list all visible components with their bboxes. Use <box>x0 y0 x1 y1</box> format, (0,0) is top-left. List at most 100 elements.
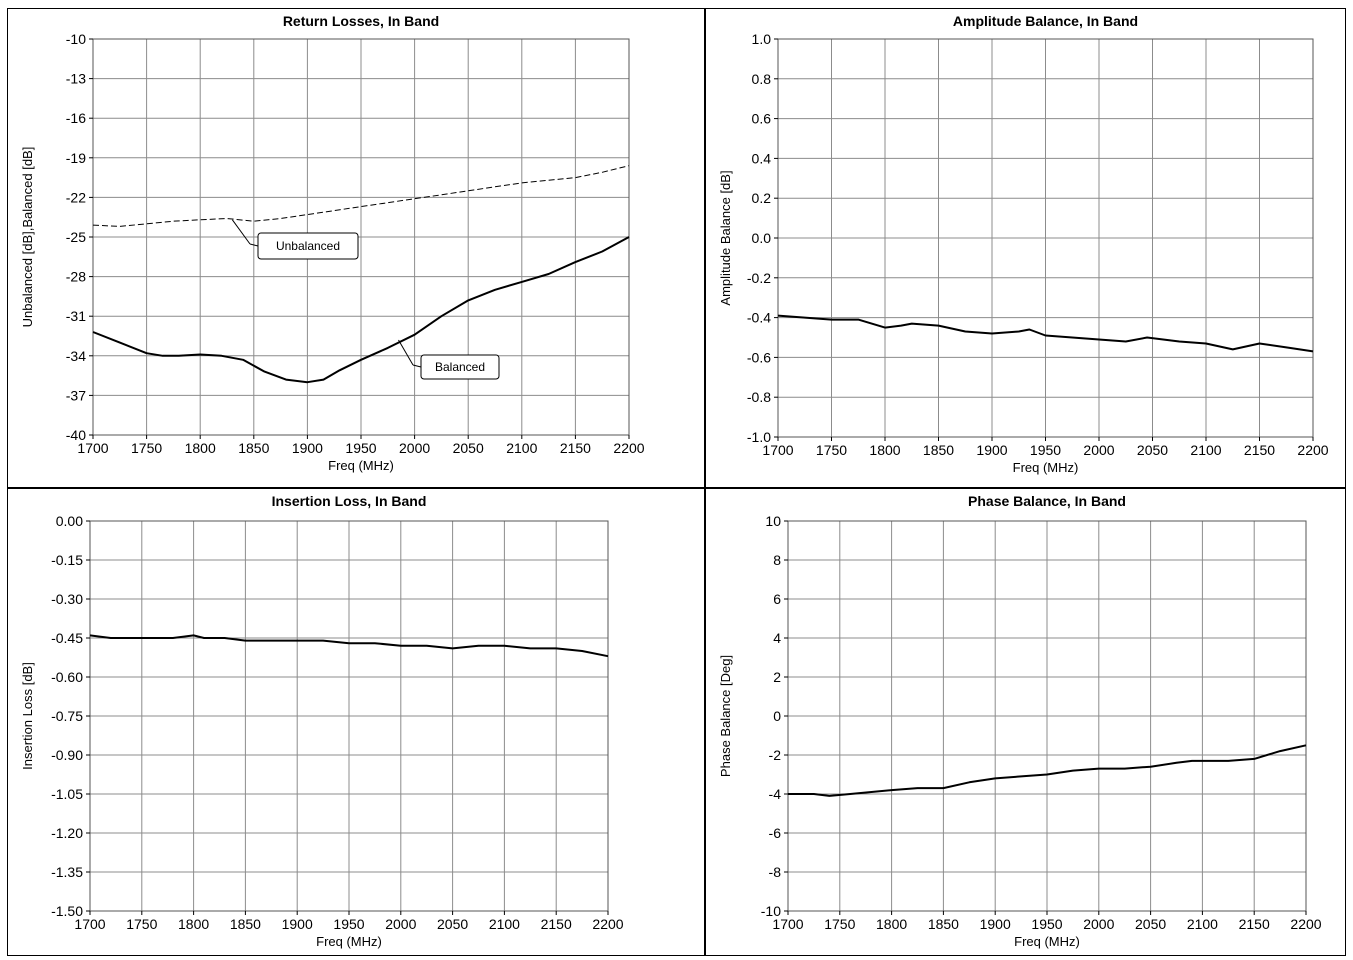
insertion-loss-y-tick-label: -1.20 <box>51 825 83 841</box>
amplitude-balance-x-tick-label: 1900 <box>976 442 1007 458</box>
return-losses-title: Return Losses, In Band <box>283 13 439 29</box>
return-losses-y-tick-label: -31 <box>66 308 86 324</box>
return-losses-x-tick-label: 1950 <box>345 440 376 456</box>
phase-balance-y-tick-label: 8 <box>773 552 781 568</box>
amplitude-balance-x-tick-label: 1800 <box>869 442 900 458</box>
return-losses-grid <box>92 38 630 436</box>
return-losses-y-tick-label: -13 <box>66 71 86 87</box>
callout-text: Unbalanced <box>276 239 340 253</box>
return-losses-y-tick-label: -40 <box>66 427 86 443</box>
insertion-loss-y-tick-label: -0.90 <box>51 747 83 763</box>
phase-balance-y-tick-label: 6 <box>773 591 781 607</box>
phase-balance-y-tick-label: -2 <box>769 747 782 763</box>
callout-leader <box>231 219 251 245</box>
phase-balance-title: Phase Balance, In Band <box>968 493 1126 509</box>
insertion-loss-y-tick-label: -0.15 <box>51 552 83 568</box>
phase-balance-series-line <box>788 744 1307 797</box>
return-losses-y-tick-label: -28 <box>66 269 86 285</box>
amplitude-balance-x-tick-label: 2100 <box>1190 442 1221 458</box>
insertion-loss-grid <box>89 520 609 912</box>
callout-box <box>257 232 359 260</box>
phase-balance-y-tick-label: -6 <box>769 825 782 841</box>
phase-balance-y-tick-label: 4 <box>773 630 781 646</box>
insertion-loss-y-tick-label: -0.75 <box>51 708 83 724</box>
amplitude-balance-y-tick-label: 0.2 <box>752 190 772 206</box>
phase-balance-x-tick-label: 2050 <box>1135 916 1166 932</box>
return-losses-y-tick-label: -37 <box>66 387 86 403</box>
insertion-loss-x-tick-label: 1950 <box>333 916 364 932</box>
phase-balance-x-tick-label: 2200 <box>1290 916 1321 932</box>
return-losses-x-tick-label: 2100 <box>506 440 537 456</box>
phase-balance-x-tick-label: 2150 <box>1239 916 1270 932</box>
return-losses-chart: Return Losses, In Band 1700 1750 1800 1850 19… <box>20 13 645 473</box>
return-losses-x-tick-label: 1800 <box>185 440 216 456</box>
insertion-loss-x-tick-label: 2000 <box>385 916 416 932</box>
amplitude-balance-x-tick-label: 1850 <box>923 442 954 458</box>
amplitude-balance-x-tick-label: 2050 <box>1137 442 1168 458</box>
phase-balance-y-tick-label: 0 <box>773 708 781 724</box>
phase-balance-grid <box>787 520 1307 912</box>
return-losses-y-axis-label: Unbalanced [dB],Balanced [dB] <box>20 147 35 328</box>
insertion-loss-x-tick-label: 1900 <box>282 916 313 932</box>
callout-leader <box>398 339 414 366</box>
phase-balance-x-tick-label: 2100 <box>1187 916 1218 932</box>
phase-balance-x-tick-label: 1700 <box>772 916 803 932</box>
return-losses-x-tick-label: 1750 <box>131 440 162 456</box>
phase-balance-x-tick-label: 1900 <box>980 916 1011 932</box>
amplitude-balance-x-axis-label: Freq (MHz) <box>1013 460 1079 475</box>
phase-balance-y-tick-label: -10 <box>761 903 781 919</box>
insertion-loss-x-tick-label: 2050 <box>437 916 468 932</box>
insertion-loss-y-tick-label: -1.35 <box>51 864 83 880</box>
insertion-loss-x-tick-label: 1750 <box>126 916 157 932</box>
amplitude-balance-x-tick-label: 1750 <box>816 442 847 458</box>
phase-balance-y-tick-label: -8 <box>769 864 782 880</box>
phase-balance-x-tick-label: 2000 <box>1083 916 1114 932</box>
amplitude-balance-y-tick-label: 0.6 <box>752 111 772 127</box>
phase-balance-y-tick-label: 2 <box>773 669 781 685</box>
return-losses-series-line-balanced <box>92 236 630 384</box>
callout-text: Balanced <box>435 360 485 374</box>
amplitude-balance-y-tick-label: -0.2 <box>747 270 771 286</box>
amplitude-balance-y-tick-label: 0.4 <box>752 150 772 166</box>
callout-leader <box>249 243 259 247</box>
return-losses-y-tick-label: -16 <box>66 110 86 126</box>
insertion-loss-x-axis-label: Freq (MHz) <box>316 934 382 949</box>
amplitude-balance-x-tick-label: 2200 <box>1297 442 1328 458</box>
phase-balance-y-tick-label: 10 <box>765 513 781 529</box>
amplitude-balance-grid <box>777 38 1314 438</box>
insertion-loss-x-tick-label: 1800 <box>178 916 209 932</box>
insertion-loss-y-axis-label: Insertion Loss [dB] <box>20 662 35 770</box>
amplitude-balance-title: Amplitude Balance, In Band <box>953 13 1138 29</box>
amplitude-balance-series-line <box>777 314 1314 353</box>
phase-balance-panel: Phase Balance, In Band 1700 1750 1800 1850 19… <box>705 488 1346 956</box>
amplitude-balance-chart: Amplitude Balance, In Band 1700 1750 1800 18… <box>718 13 1329 475</box>
return-losses-y-tick-label: -10 <box>66 31 86 47</box>
amplitude-balance-panel: Amplitude Balance, In Band 1700 1750 1800 18… <box>705 8 1346 488</box>
amplitude-balance-x-tick-label: 2150 <box>1244 442 1275 458</box>
amplitude-balance-x-tick-label: 2000 <box>1083 442 1114 458</box>
insertion-loss-y-tick-label: -0.60 <box>51 669 83 685</box>
callout-leader <box>412 364 422 368</box>
callout-balanced: Balanced <box>398 339 500 380</box>
phase-balance-chart: Phase Balance, In Band 1700 1750 1800 1850 19… <box>718 493 1322 949</box>
phase-balance-x-tick-label: 1850 <box>928 916 959 932</box>
return-losses-y-tick-label: -19 <box>66 150 86 166</box>
return-losses-x-tick-label: 1700 <box>77 440 108 456</box>
return-losses-y-tick-label: -22 <box>66 189 86 205</box>
amplitude-balance-y-tick-label: 0.8 <box>752 71 772 87</box>
return-losses-panel: Return Losses, In Band 1700 1750 1800 1850 19… <box>7 8 705 488</box>
return-losses-x-tick-label: 1850 <box>238 440 269 456</box>
phase-balance-x-tick-label: 1950 <box>1031 916 1062 932</box>
callout-box <box>420 354 500 380</box>
phase-balance-x-tick-label: 1800 <box>876 916 907 932</box>
phase-balance-x-axis-label: Freq (MHz) <box>1014 934 1080 949</box>
callout-unbalanced: Unbalanced <box>231 219 359 260</box>
insertion-loss-panel: Insertion Loss, In Band 1700 1750 1800 1850 1… <box>7 488 705 956</box>
insertion-loss-y-tick-label: 0.00 <box>56 513 83 529</box>
insertion-loss-chart: Insertion Loss, In Band 1700 1750 1800 1850 1… <box>20 493 624 949</box>
amplitude-balance-x-tick-label: 1950 <box>1030 442 1061 458</box>
insertion-loss-x-tick-label: 2100 <box>489 916 520 932</box>
amplitude-balance-y-tick-label: -0.6 <box>747 349 771 365</box>
insertion-loss-title: Insertion Loss, In Band <box>272 493 427 509</box>
